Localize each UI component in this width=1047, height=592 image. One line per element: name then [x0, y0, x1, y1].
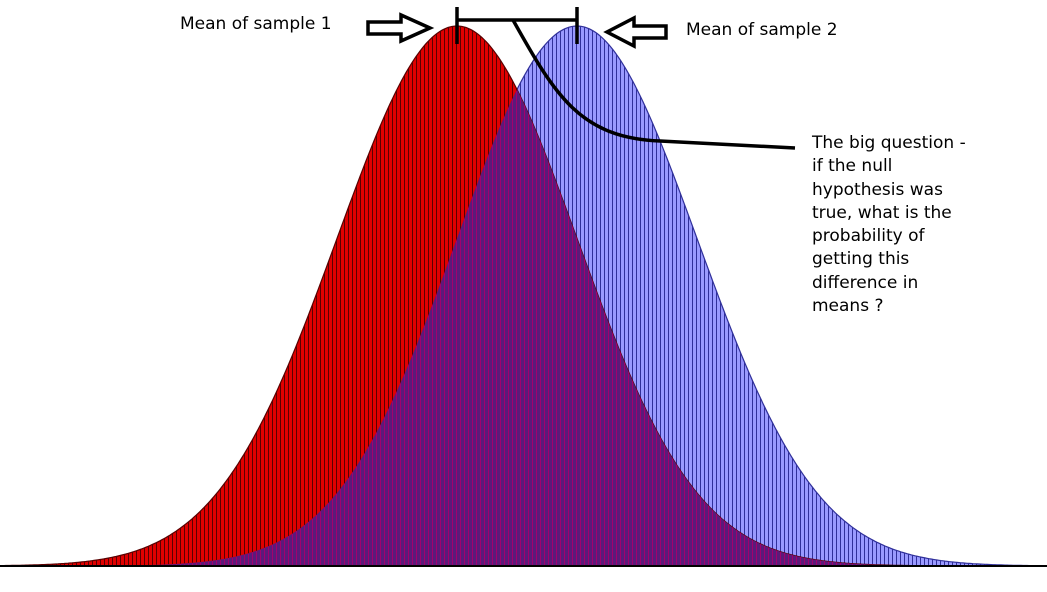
annotation-line: The big question - — [812, 133, 966, 153]
null-hypothesis-annotation: The big question - if the null hypothesi… — [812, 132, 1042, 318]
annotation-line: difference in — [812, 272, 919, 293]
annotation-line: getting this — [812, 249, 910, 270]
overlap-region — [73, 26, 961, 566]
annotation-line: true, what is the — [812, 202, 952, 223]
sample-2-mean-label: Mean of sample 2 — [686, 20, 838, 40]
arrow-right-icon — [366, 12, 435, 44]
sample-1-mean-label: Mean of sample 1 — [180, 14, 332, 34]
annotation-line: hypothesis was — [812, 179, 943, 200]
arrow-left-icon — [603, 15, 668, 49]
mean-difference-bracket — [455, 7, 579, 44]
annotation-line: means ? — [812, 296, 884, 317]
annotation-leader-line — [511, 19, 796, 150]
annotation-line: probability of — [812, 226, 925, 247]
annotation-line: if the null — [812, 156, 893, 177]
